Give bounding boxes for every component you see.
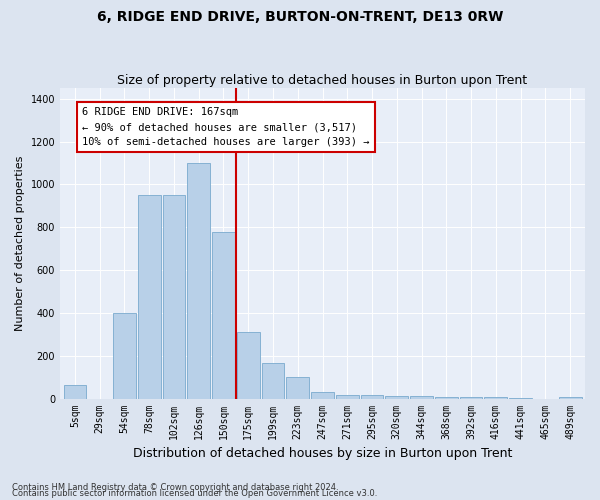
Bar: [311, 392, 334, 398]
Bar: [385, 396, 408, 398]
Bar: [212, 232, 235, 398]
Bar: [410, 396, 433, 398]
Bar: [237, 332, 260, 398]
Text: Contains public sector information licensed under the Open Government Licence v3: Contains public sector information licen…: [12, 489, 377, 498]
Y-axis label: Number of detached properties: Number of detached properties: [15, 156, 25, 331]
Text: Contains HM Land Registry data © Crown copyright and database right 2024.: Contains HM Land Registry data © Crown c…: [12, 483, 338, 492]
Bar: [361, 396, 383, 398]
Title: Size of property relative to detached houses in Burton upon Trent: Size of property relative to detached ho…: [118, 74, 527, 87]
Bar: [163, 195, 185, 398]
Text: 6 RIDGE END DRIVE: 167sqm
← 90% of detached houses are smaller (3,517)
10% of se: 6 RIDGE END DRIVE: 167sqm ← 90% of detac…: [82, 108, 370, 147]
Text: 6, RIDGE END DRIVE, BURTON-ON-TRENT, DE13 0RW: 6, RIDGE END DRIVE, BURTON-ON-TRENT, DE1…: [97, 10, 503, 24]
Bar: [113, 313, 136, 398]
Bar: [187, 163, 210, 398]
Bar: [435, 397, 458, 398]
Bar: [64, 384, 86, 398]
Bar: [336, 396, 359, 398]
Bar: [138, 195, 161, 398]
Bar: [286, 377, 309, 398]
X-axis label: Distribution of detached houses by size in Burton upon Trent: Distribution of detached houses by size …: [133, 447, 512, 460]
Bar: [262, 363, 284, 398]
